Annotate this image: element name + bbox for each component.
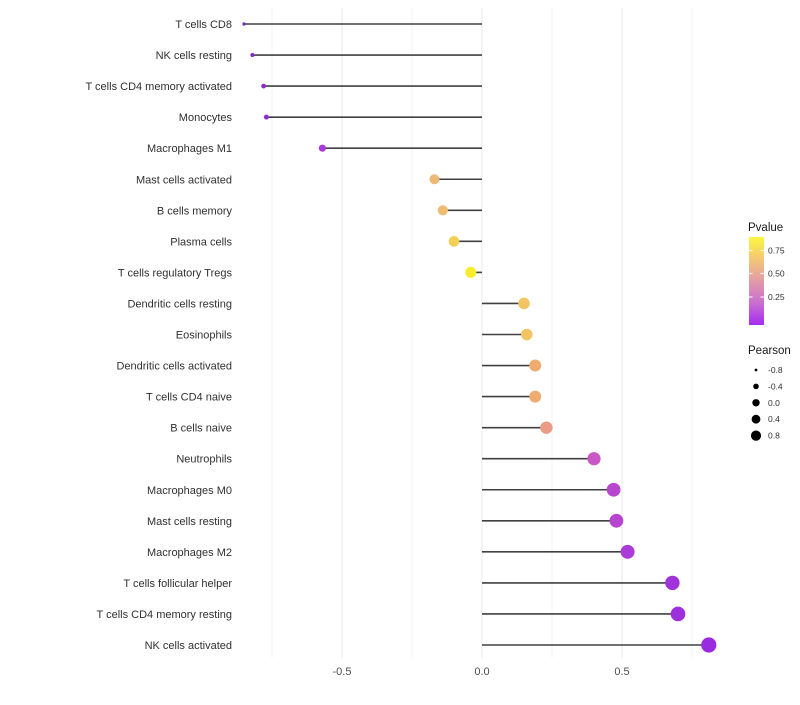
pearson-size-key-label: -0.4 xyxy=(768,381,783,391)
lollipop-dot xyxy=(529,359,542,372)
cell-type-label: B cells naive xyxy=(170,423,232,435)
lollipop-dot xyxy=(250,53,255,58)
lollipop-dot xyxy=(701,637,717,653)
cell-type-label: T cells regulatory Tregs xyxy=(118,267,233,279)
cell-type-label: Macrophages M2 xyxy=(147,547,232,559)
pearson-size-key-label: 0.4 xyxy=(768,414,780,424)
pearson-size-key-label: 0.8 xyxy=(768,431,780,441)
pvalue-tick-label: 0.25 xyxy=(768,292,785,302)
lollipop-dot xyxy=(540,421,553,434)
lollipop-dot xyxy=(606,482,621,497)
lollipop-dot xyxy=(609,513,624,528)
lollipop-dot xyxy=(437,205,448,216)
cell-type-label: B cells memory xyxy=(157,205,233,217)
lollipop-dot xyxy=(665,575,680,591)
cell-type-label: T cells CD4 memory activated xyxy=(85,81,232,93)
cell-type-label: Mast cells resting xyxy=(147,516,232,528)
x-tick-label: 0.5 xyxy=(614,666,629,678)
cell-type-label: Dendritic cells resting xyxy=(127,298,232,310)
x-tick-label: 0.0 xyxy=(474,666,489,678)
cell-type-label: Eosinophils xyxy=(176,330,233,342)
lollipop-stems xyxy=(244,23,709,646)
lollipop-dot xyxy=(670,606,686,622)
pearson-size-key-dot xyxy=(752,399,760,407)
lollipop-dot xyxy=(587,452,601,466)
gridlines xyxy=(271,8,693,658)
pvalue-tick-label: 0.50 xyxy=(768,269,785,279)
pvalue-colorbar xyxy=(749,237,764,325)
pearson-size-key-dot xyxy=(750,430,762,441)
lollipop-dot xyxy=(263,114,269,120)
pearson-size-key-dot xyxy=(754,368,758,372)
legend: Pvalue 0.75 0.50 0.25 Pearson -0.8 -0.4 0.0 0.4 0… xyxy=(748,222,791,441)
y-axis-labels: T cells CD8 NK cells resting T cells CD4 m… xyxy=(85,19,232,652)
cell-type-label: T cells follicular helper xyxy=(123,578,232,590)
cell-type-label: T cells CD4 memory resting xyxy=(97,609,233,621)
cell-type-label: Mast cells activated xyxy=(136,174,232,186)
cell-type-label: NK cells activated xyxy=(145,640,232,652)
lollipop-dot xyxy=(620,544,635,559)
lollipop-dot xyxy=(242,22,246,26)
x-axis-labels: -0.5 0.0 0.5 xyxy=(333,666,630,678)
lollipop-dot xyxy=(518,297,530,310)
pvalue-legend-title: Pvalue xyxy=(748,222,783,234)
lollipop-dot xyxy=(429,174,440,185)
cell-type-label: T cells CD4 naive xyxy=(146,392,232,404)
cell-type-label: Macrophages M0 xyxy=(147,485,232,497)
pearson-size-key-dot xyxy=(751,414,761,424)
lollipop-dot xyxy=(521,328,533,341)
x-tick-label: -0.5 xyxy=(333,666,352,678)
cell-type-label: NK cells resting xyxy=(156,50,232,62)
lollipop-dot xyxy=(448,236,460,247)
pvalue-tick-label: 0.75 xyxy=(768,246,785,256)
pearson-size-key-label: -0.8 xyxy=(768,365,783,375)
lollipop-dot xyxy=(318,144,326,152)
lollipop-dot xyxy=(261,83,266,89)
lollipop-dot xyxy=(465,266,477,278)
cell-type-label: Macrophages M1 xyxy=(147,143,232,155)
cell-type-label: Neutrophils xyxy=(176,454,232,466)
pearson-legend-title: Pearson xyxy=(748,345,791,357)
cell-type-label: Plasma cells xyxy=(170,236,232,248)
lollipop-dots xyxy=(242,22,717,653)
pearson-size-key-dot xyxy=(753,383,759,390)
lollipop-dot xyxy=(529,390,542,403)
cell-type-label: Dendritic cells activated xyxy=(116,361,232,373)
cell-type-label: Monocytes xyxy=(179,112,233,124)
cell-type-label: T cells CD8 xyxy=(175,19,232,31)
pearson-size-key-label: 0.0 xyxy=(768,398,780,408)
